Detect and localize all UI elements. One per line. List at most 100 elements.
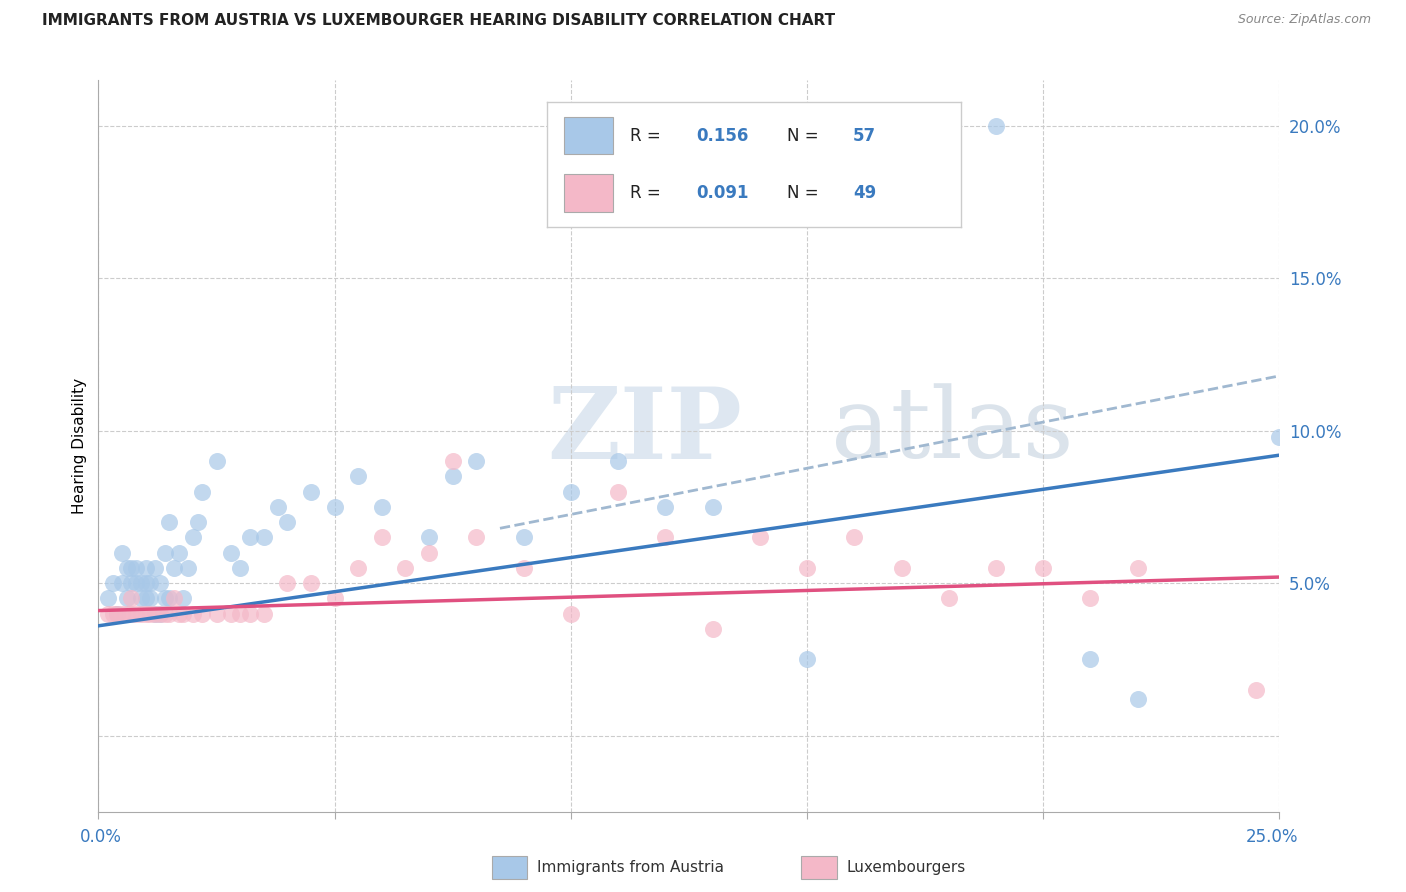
Point — [607, 454, 630, 468]
Point — [1126, 561, 1149, 575]
Point — [111, 546, 134, 560]
Point — [347, 469, 370, 483]
Point — [121, 591, 143, 606]
Point — [512, 561, 534, 575]
Point — [135, 591, 157, 606]
Point — [371, 500, 394, 514]
Point — [205, 607, 228, 621]
Point — [125, 607, 148, 621]
Point — [125, 576, 148, 591]
Point — [984, 561, 1007, 575]
Point — [229, 561, 252, 575]
Point — [702, 500, 724, 514]
Point — [139, 576, 162, 591]
Point — [465, 454, 488, 468]
Point — [111, 576, 134, 591]
Text: Source: ZipAtlas.com: Source: ZipAtlas.com — [1237, 13, 1371, 27]
Point — [135, 607, 157, 621]
Point — [191, 484, 214, 499]
Text: Luxembourgers: Luxembourgers — [846, 860, 966, 874]
Point — [844, 530, 866, 544]
Text: 25.0%: 25.0% — [1246, 828, 1299, 846]
Point — [219, 546, 242, 560]
Y-axis label: Hearing Disability: Hearing Disability — [72, 378, 87, 514]
Point — [167, 546, 190, 560]
Point — [229, 607, 252, 621]
Point — [441, 454, 464, 468]
Point — [654, 500, 676, 514]
Point — [267, 500, 290, 514]
Point — [149, 607, 172, 621]
Point — [163, 561, 186, 575]
Point — [129, 607, 152, 621]
Point — [560, 607, 582, 621]
Point — [111, 607, 134, 621]
Point — [143, 607, 166, 621]
Point — [418, 530, 440, 544]
Point — [135, 561, 157, 575]
Point — [205, 454, 228, 468]
Point — [1244, 682, 1267, 697]
Point — [167, 607, 190, 621]
Point — [323, 591, 346, 606]
Point — [253, 607, 276, 621]
Point — [101, 607, 124, 621]
Point — [157, 591, 180, 606]
Point — [276, 515, 298, 529]
Point — [347, 561, 370, 575]
Point — [157, 515, 180, 529]
Point — [1080, 591, 1102, 606]
Point — [276, 576, 298, 591]
Point — [149, 576, 172, 591]
Point — [512, 530, 534, 544]
Point — [654, 530, 676, 544]
Point — [139, 607, 162, 621]
Point — [1080, 652, 1102, 666]
Point — [239, 530, 262, 544]
Point — [607, 484, 630, 499]
Point — [796, 561, 818, 575]
Point — [115, 591, 138, 606]
Point — [153, 607, 176, 621]
Point — [181, 530, 204, 544]
Point — [125, 561, 148, 575]
Text: ZIP: ZIP — [547, 383, 742, 480]
Point — [299, 576, 322, 591]
Point — [129, 591, 152, 606]
Point — [139, 591, 162, 606]
Point — [121, 561, 143, 575]
Point — [157, 607, 180, 621]
Point — [172, 591, 194, 606]
Point — [143, 607, 166, 621]
Point — [323, 500, 346, 514]
Point — [187, 515, 209, 529]
Point — [191, 607, 214, 621]
Text: 0.0%: 0.0% — [80, 828, 122, 846]
Text: atlas: atlas — [831, 384, 1073, 479]
Point — [129, 576, 152, 591]
Point — [299, 484, 322, 499]
Point — [239, 607, 262, 621]
Point — [938, 591, 960, 606]
Point — [748, 530, 770, 544]
Point — [153, 546, 176, 560]
Point — [121, 607, 143, 621]
Point — [177, 561, 200, 575]
Point — [371, 530, 394, 544]
Point — [172, 607, 194, 621]
Point — [153, 591, 176, 606]
Point — [115, 561, 138, 575]
Text: Immigrants from Austria: Immigrants from Austria — [537, 860, 724, 874]
Point — [394, 561, 416, 575]
Point — [796, 652, 818, 666]
Point — [1126, 692, 1149, 706]
Point — [115, 607, 138, 621]
Point — [1032, 561, 1054, 575]
Point — [890, 561, 912, 575]
Point — [149, 607, 172, 621]
Point — [219, 607, 242, 621]
Point — [465, 530, 488, 544]
Text: IMMIGRANTS FROM AUSTRIA VS LUXEMBOURGER HEARING DISABILITY CORRELATION CHART: IMMIGRANTS FROM AUSTRIA VS LUXEMBOURGER … — [42, 13, 835, 29]
Point — [135, 576, 157, 591]
Point — [418, 546, 440, 560]
